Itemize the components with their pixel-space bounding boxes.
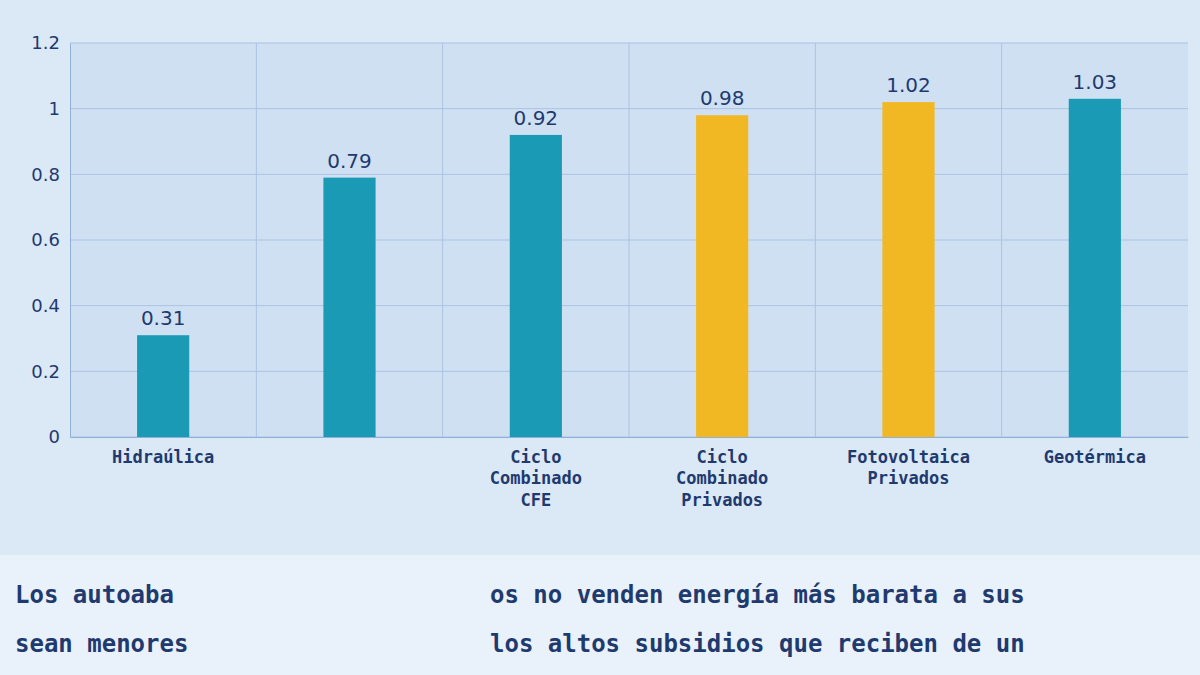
data-label: 0.92 xyxy=(514,106,559,130)
grid-line-vertical xyxy=(1001,43,1002,437)
grid-line-vertical xyxy=(256,43,257,437)
annotation: Los autoaba xyxy=(15,581,174,609)
x-axis: HidraúlicaCicloCombinadoCFECicloCombinad… xyxy=(71,437,1189,510)
x-tick-label-line: CFE xyxy=(520,490,551,510)
x-tick: FotovoltaicaPrivados xyxy=(847,437,970,488)
y-tick-label: 0.8 xyxy=(31,164,60,185)
y-tick: 0.4 xyxy=(31,295,70,316)
annotation: sean menores xyxy=(15,630,188,658)
x-tick: CicloCombinadoPrivados xyxy=(676,437,768,510)
bars xyxy=(137,99,1121,437)
y-tick: 0.8 xyxy=(31,164,70,185)
bar xyxy=(510,135,562,437)
data-label: 0.31 xyxy=(141,306,186,330)
y-axis-line xyxy=(70,44,71,438)
x-tick-label-line: Combinado xyxy=(490,468,582,488)
x-tick-label: Hidraúlica xyxy=(112,447,214,467)
data-label: 0.79 xyxy=(327,149,372,173)
y-tick-label: 1 xyxy=(49,98,60,119)
y-tick: 1 xyxy=(49,98,70,119)
y-tick-label: 1.2 xyxy=(31,32,60,53)
data-labels: 0.31 0.79 0.92 0.98 1.02 1.03 xyxy=(141,70,1117,330)
x-tick-label: CicloCombinadoPrivados xyxy=(676,447,768,510)
bar xyxy=(137,335,189,437)
data-label: 1.02 xyxy=(886,73,931,97)
y-tick: 0.6 xyxy=(31,229,70,250)
text-band xyxy=(0,555,1200,675)
x-tick-label: FotovoltaicaPrivados xyxy=(847,447,970,488)
x-tick-label-line: Fotovoltaica xyxy=(847,447,970,467)
x-tick-label-line: Combinado xyxy=(676,468,768,488)
x-tick-label: CicloCombinadoCFE xyxy=(490,447,582,510)
y-tick-label: 0.6 xyxy=(31,229,60,250)
y-tick-label: 0 xyxy=(49,426,60,447)
y-tick: 1.2 xyxy=(31,32,70,53)
annotation: os no venden energía más barata a sus xyxy=(490,581,1025,609)
grid-line-vertical xyxy=(629,43,630,437)
annotation: los altos subsidios que reciben de un xyxy=(490,630,1025,658)
grid-line-vertical xyxy=(442,43,443,437)
grid-line-vertical xyxy=(815,43,816,437)
data-label: 1.03 xyxy=(1073,70,1118,94)
x-tick: CicloCombinadoCFE xyxy=(490,437,582,510)
y-tick-label: 0.2 xyxy=(31,361,60,382)
data-label: 0.98 xyxy=(700,86,745,110)
chart: 00.20.40.60.811.2HidraúlicaCicloCombinad… xyxy=(0,0,1200,675)
y-tick-label: 0.4 xyxy=(31,295,60,316)
x-tick-label-line: Ciclo xyxy=(697,447,748,467)
x-tick-label-line: Ciclo xyxy=(510,447,561,467)
x-tick-label-line: Hidraúlica xyxy=(112,447,214,467)
background xyxy=(0,0,1200,675)
plot: 00.20.40.60.811.2HidraúlicaCicloCombinad… xyxy=(31,32,1188,509)
grid-x xyxy=(256,43,1001,437)
x-tick-label-line: Privados xyxy=(868,468,950,488)
x-axis-line xyxy=(71,437,1189,438)
x-tick-label-line: Geotérmica xyxy=(1044,447,1146,467)
plot-area xyxy=(70,43,1188,437)
x-tick-label-line: Privados xyxy=(681,490,763,510)
bar xyxy=(696,115,748,437)
grid-y xyxy=(70,43,1188,437)
y-axis: 0 0.2 0.4 0.6 0.8 1 1.2 xyxy=(31,32,70,447)
y-tick: 0 xyxy=(49,426,70,447)
x-tick-label: Geotérmica xyxy=(1044,447,1146,467)
x-tick: Geotérmica xyxy=(1044,437,1146,467)
x-tick: Hidraúlica xyxy=(112,437,214,467)
slide-text: Los autoaba os no venden energía más bara… xyxy=(15,581,1025,658)
bar xyxy=(323,178,375,437)
y-tick: 0.2 xyxy=(31,361,70,382)
bar xyxy=(1069,99,1121,437)
bar xyxy=(882,102,934,437)
